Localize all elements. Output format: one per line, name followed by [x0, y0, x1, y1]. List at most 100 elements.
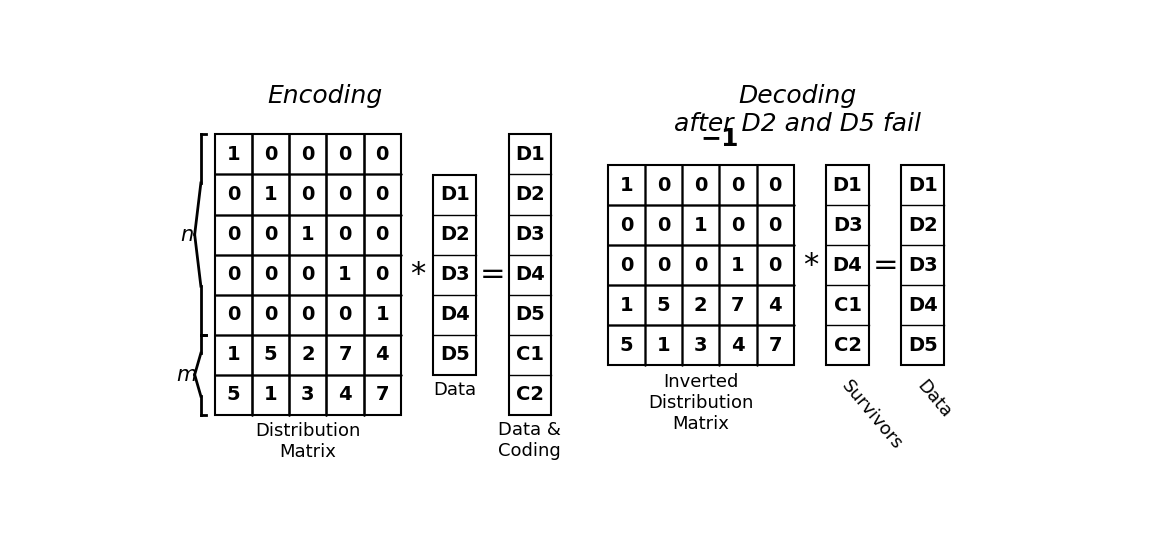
Text: 1: 1 [226, 145, 240, 164]
Text: C1: C1 [834, 296, 862, 315]
Text: 0: 0 [338, 145, 352, 164]
Text: Inverted
Distribution
Matrix: Inverted Distribution Matrix [647, 373, 753, 433]
Text: Decoding
after D2 and D5 fail: Decoding after D2 and D5 fail [674, 84, 921, 136]
Text: 4: 4 [768, 296, 782, 315]
Text: D4: D4 [440, 305, 469, 324]
Text: 3: 3 [301, 385, 314, 404]
Text: 0: 0 [338, 305, 352, 324]
Text: *: * [804, 251, 819, 280]
Text: 0: 0 [768, 216, 782, 235]
Text: 0: 0 [731, 216, 745, 235]
Text: 0: 0 [338, 225, 352, 244]
Text: 0: 0 [226, 185, 240, 204]
Text: D1: D1 [515, 145, 544, 164]
Text: 4: 4 [731, 336, 745, 355]
Text: 0: 0 [264, 305, 277, 324]
Text: Data: Data [433, 381, 476, 399]
Bar [509, 135, 551, 415]
Text: 0: 0 [731, 176, 745, 195]
Text: D3: D3 [908, 256, 937, 275]
Text: 0: 0 [619, 216, 633, 235]
Text: D1: D1 [908, 176, 937, 195]
Text: 0: 0 [694, 256, 707, 275]
Text: 0: 0 [657, 256, 670, 275]
Text: 0: 0 [226, 225, 240, 244]
Text: 5: 5 [264, 345, 278, 364]
Text: D3: D3 [833, 216, 862, 235]
Text: 0: 0 [264, 225, 277, 244]
Text: 0: 0 [694, 176, 707, 195]
Text: D3: D3 [440, 265, 469, 284]
Text: 2: 2 [301, 345, 314, 364]
Text: 0: 0 [375, 185, 389, 204]
Text: 2: 2 [694, 296, 707, 315]
Text: 1: 1 [694, 216, 707, 235]
Text: 0: 0 [301, 265, 314, 284]
Text: =: = [480, 260, 506, 289]
Text: 0: 0 [301, 145, 314, 164]
Text: 1: 1 [619, 176, 633, 195]
Text: C2: C2 [834, 336, 862, 355]
Text: 0: 0 [226, 265, 240, 284]
Text: C1: C1 [516, 345, 544, 364]
Text: D1: D1 [440, 185, 469, 204]
Text: Distribution
Matrix: Distribution Matrix [256, 422, 360, 461]
Text: 0: 0 [375, 145, 389, 164]
Text: *: * [411, 260, 426, 289]
Text: D1: D1 [833, 176, 862, 195]
Text: 1: 1 [731, 256, 745, 275]
Text: 7: 7 [731, 296, 745, 315]
Text: 0: 0 [619, 256, 633, 275]
Text: 5: 5 [619, 336, 633, 355]
Text: D3: D3 [515, 225, 544, 244]
Bar [433, 174, 476, 375]
Bar [902, 165, 944, 365]
Text: Survivors: Survivors [838, 377, 906, 453]
Text: 1: 1 [264, 185, 278, 204]
Text: 5: 5 [657, 296, 670, 315]
Text: 7: 7 [338, 345, 352, 364]
Text: Data &
Coding: Data & Coding [499, 421, 562, 460]
Text: 3: 3 [694, 336, 707, 355]
Text: 1: 1 [226, 345, 240, 364]
Text: 0: 0 [301, 305, 314, 324]
Text: 4: 4 [338, 385, 352, 404]
Bar [826, 165, 869, 365]
Text: 0: 0 [768, 176, 782, 195]
Text: 0: 0 [301, 185, 314, 204]
Text: 1: 1 [375, 305, 389, 324]
Text: $m$: $m$ [176, 365, 197, 384]
Text: 0: 0 [657, 176, 670, 195]
Text: D4: D4 [908, 296, 937, 315]
Text: D5: D5 [908, 336, 937, 355]
Bar [215, 135, 401, 415]
Text: 4: 4 [375, 345, 389, 364]
Text: D4: D4 [515, 265, 544, 284]
Text: $n$: $n$ [179, 225, 194, 244]
Text: Encoding: Encoding [267, 84, 382, 109]
Text: C2: C2 [516, 385, 544, 404]
Text: 0: 0 [375, 265, 389, 284]
Bar [608, 165, 794, 365]
Text: 0: 0 [338, 185, 352, 204]
Text: 0: 0 [768, 256, 782, 275]
Text: Data: Data [913, 377, 955, 421]
Text: 1: 1 [301, 225, 314, 244]
Text: 5: 5 [226, 385, 240, 404]
Text: D2: D2 [515, 185, 544, 204]
Text: 7: 7 [768, 336, 782, 355]
Text: =: = [873, 251, 899, 280]
Text: $\mathbf{-1}$: $\mathbf{-1}$ [700, 128, 739, 151]
Text: D4: D4 [833, 256, 862, 275]
Text: D5: D5 [515, 305, 544, 324]
Text: D5: D5 [440, 345, 469, 364]
Text: 1: 1 [619, 296, 633, 315]
Text: 1: 1 [264, 385, 278, 404]
Text: 0: 0 [264, 145, 277, 164]
Text: 0: 0 [375, 225, 389, 244]
Text: 1: 1 [657, 336, 670, 355]
Text: D2: D2 [440, 225, 469, 244]
Text: 0: 0 [657, 216, 670, 235]
Text: 0: 0 [264, 265, 277, 284]
Text: 7: 7 [375, 385, 389, 404]
